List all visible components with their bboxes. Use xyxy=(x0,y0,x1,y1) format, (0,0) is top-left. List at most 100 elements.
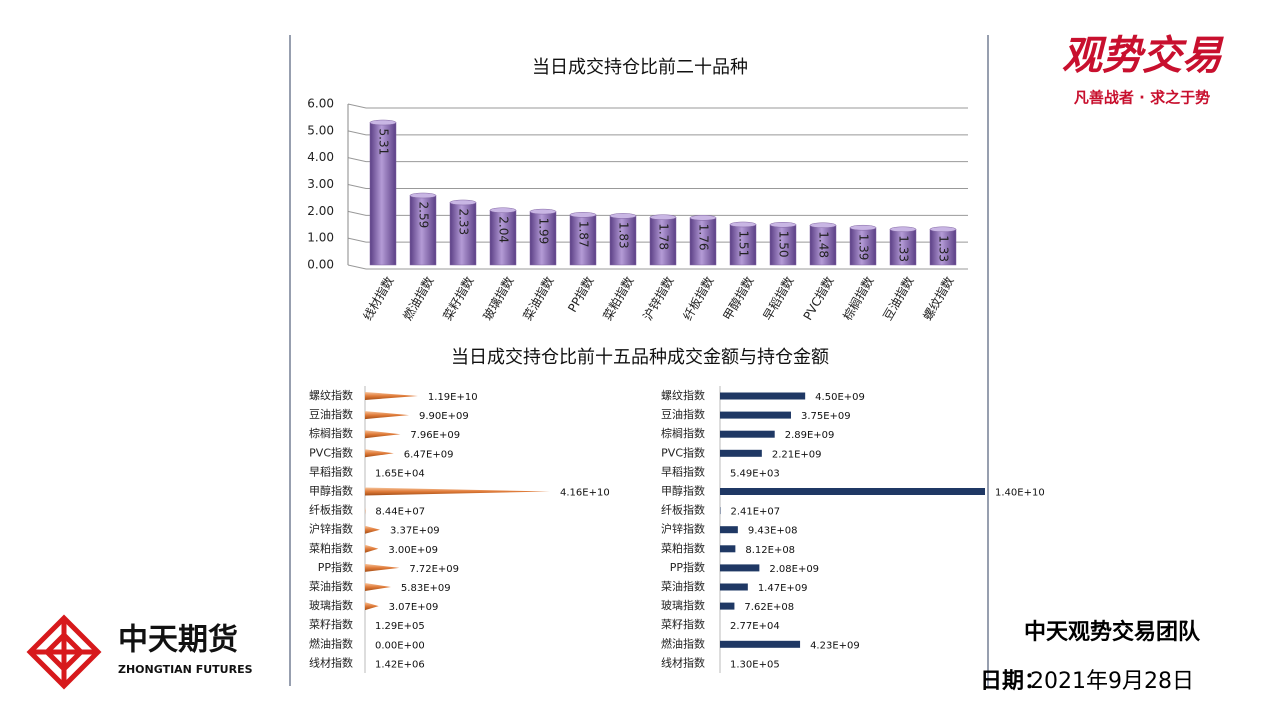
company-en: ZHONGTIAN FUTURES xyxy=(118,663,253,676)
bar xyxy=(365,544,379,553)
value-label: 1.40E+10 xyxy=(995,488,1045,499)
y-tick-label: 线材指数 xyxy=(661,655,705,669)
y-tick-label: 棕榈指数 xyxy=(661,426,705,440)
y-tick-label: 纤板指数 xyxy=(661,503,705,517)
x-tick-label: 沪锌指数 xyxy=(640,274,677,323)
value-label: 2.33 xyxy=(457,208,471,235)
value-label: 1.30E+05 xyxy=(730,659,780,670)
bar-cap xyxy=(609,213,637,219)
value-label: 1.19E+10 xyxy=(428,392,478,403)
bar xyxy=(720,411,791,419)
logo-title: 观势交易 xyxy=(1062,33,1224,79)
bar xyxy=(409,195,437,266)
value-label: 7.62E+08 xyxy=(744,602,794,613)
y-tick-label: PP指数 xyxy=(318,560,353,574)
team-name: 中天观势交易团队 xyxy=(1024,619,1201,645)
bar xyxy=(689,217,717,266)
chart-title: 当日成交持仓比前二十品种 xyxy=(532,57,748,78)
bar xyxy=(369,122,397,266)
value-label: 1.78 xyxy=(657,223,671,250)
bar-cap xyxy=(649,214,677,220)
x-tick-label: 线材指数 xyxy=(360,274,397,323)
y-tick-label: 3.00 xyxy=(307,177,334,191)
bar-cap xyxy=(769,222,797,228)
value-label: 4.50E+09 xyxy=(815,392,865,403)
bar xyxy=(365,525,380,534)
bar xyxy=(720,583,748,591)
bar xyxy=(729,224,757,266)
bar xyxy=(609,215,637,266)
bar-cap xyxy=(529,208,557,215)
bar xyxy=(720,545,736,553)
y-tick-label: 燃油指数 xyxy=(661,636,705,650)
bar xyxy=(365,392,418,400)
bar-cap xyxy=(489,207,517,214)
value-label: 2.41E+07 xyxy=(730,507,780,518)
company-cn: 中天期货 xyxy=(118,623,238,658)
value-label: 2.04 xyxy=(497,216,511,243)
bar xyxy=(529,211,557,266)
grid-line xyxy=(347,184,968,189)
bar xyxy=(720,564,760,572)
value-label: 1.99 xyxy=(537,218,551,245)
bar-cap xyxy=(929,226,957,233)
y-tick-label: 1.00 xyxy=(307,231,334,245)
value-label: 1.50 xyxy=(777,231,791,258)
value-label: 1.87 xyxy=(577,221,591,248)
bar-cap xyxy=(569,212,597,218)
bar-cap xyxy=(449,199,477,206)
y-tick-label: 菜籽指数 xyxy=(661,617,705,631)
value-label: 1.42E+06 xyxy=(375,659,425,670)
value-label: 8.44E+07 xyxy=(375,507,425,518)
y-tick-label: 纤板指数 xyxy=(309,503,353,517)
value-label: 1.48 xyxy=(817,231,831,258)
value-label: 5.83E+09 xyxy=(401,583,451,594)
y-tick-label: 甲醇指数 xyxy=(661,484,705,498)
x-tick-label: 燃油指数 xyxy=(400,274,437,323)
value-label: 2.21E+09 xyxy=(772,449,822,460)
company-logo xyxy=(26,614,102,690)
y-tick-label: 沪锌指数 xyxy=(309,522,353,536)
bar xyxy=(849,227,877,266)
y-tick-label: 豆油指数 xyxy=(661,407,705,421)
x-tick-label: 甲醇指数 xyxy=(720,274,757,323)
bar xyxy=(720,488,985,495)
y-tick-label: 0.00 xyxy=(307,258,334,272)
grid-line xyxy=(347,130,968,136)
bar-cap xyxy=(889,226,917,233)
bar xyxy=(569,214,597,266)
bar xyxy=(720,392,806,400)
y-tick-label: 玻璃指数 xyxy=(309,598,353,612)
y-tick-label: 早稻指数 xyxy=(661,464,705,478)
date: 2021年9月28日 xyxy=(1030,669,1194,694)
bar xyxy=(365,449,394,458)
y-tick-label: 5.00 xyxy=(307,123,334,137)
y-tick-label: 螺纹指数 xyxy=(661,388,705,402)
grid-line xyxy=(347,237,968,243)
bar xyxy=(720,602,735,610)
value-label: 1.47E+09 xyxy=(758,583,808,594)
y-tick-label: 甲醇指数 xyxy=(309,484,353,498)
value-label: 1.51 xyxy=(737,230,751,257)
y-tick-label: 6.00 xyxy=(307,97,334,111)
value-label: 1.33 xyxy=(937,235,951,262)
y-tick-label: 豆油指数 xyxy=(309,407,353,421)
value-label: 1.33 xyxy=(897,235,911,262)
value-label: 1.83 xyxy=(617,222,631,249)
value-label: 3.75E+09 xyxy=(801,411,851,422)
value-label: 4.16E+10 xyxy=(560,488,610,499)
value-label: 3.07E+09 xyxy=(389,602,439,613)
bar xyxy=(365,411,410,420)
value-label: 8.12E+08 xyxy=(745,545,795,556)
value-label: 7.72E+09 xyxy=(409,564,459,575)
y-tick-label: 沪锌指数 xyxy=(661,522,705,536)
bar xyxy=(720,430,775,438)
y-tick-label: 早稻指数 xyxy=(309,464,353,478)
bar-cap xyxy=(809,222,837,229)
bar xyxy=(449,202,477,266)
y-tick-label: 菜粕指数 xyxy=(661,541,705,555)
x-tick-label: PP指数 xyxy=(564,274,596,315)
y-tick-label: 菜粕指数 xyxy=(309,541,353,555)
